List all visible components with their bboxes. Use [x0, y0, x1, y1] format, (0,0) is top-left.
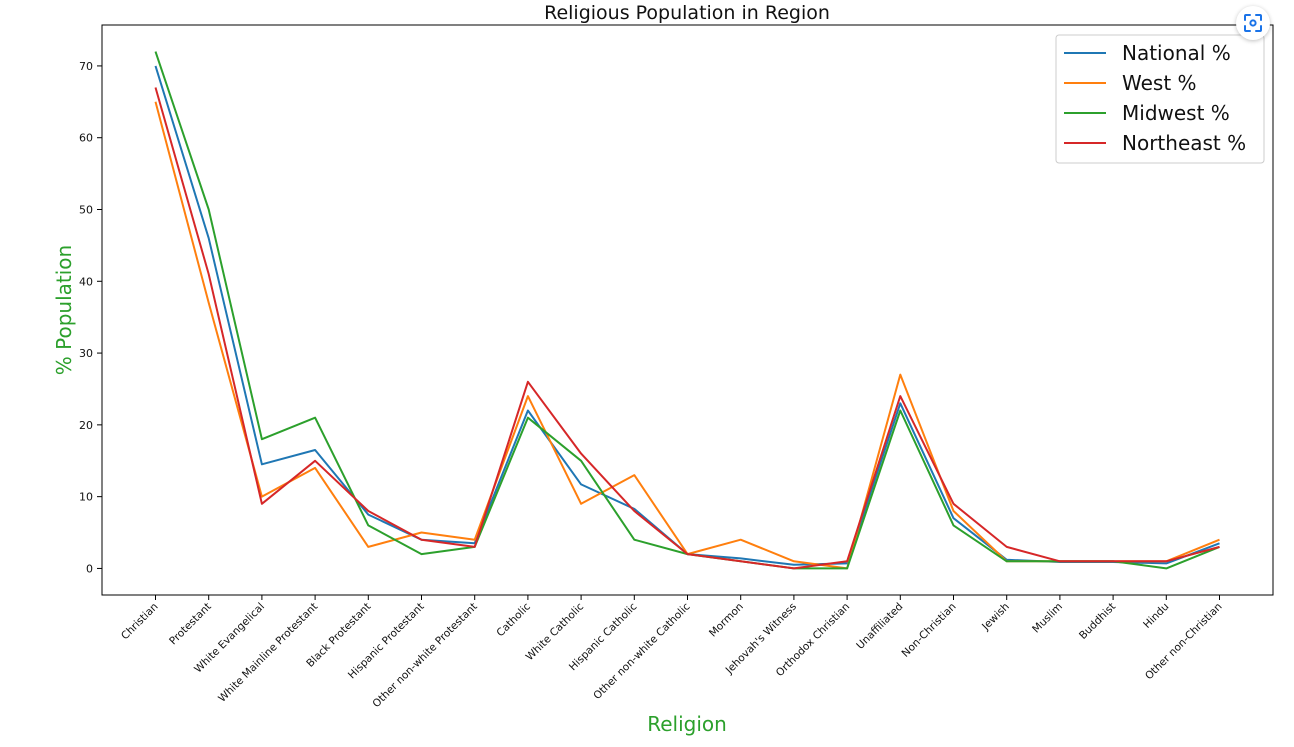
x-tick-label: Protestant: [167, 601, 214, 648]
x-axis-label: Religion: [647, 712, 727, 736]
y-tick-label: 60: [79, 132, 93, 145]
series-layer: [154, 51, 1220, 570]
y-tick-label: 0: [86, 562, 93, 575]
x-tick-label: Other non-white Catholic: [591, 600, 693, 702]
chart-title: Religious Population in Region: [544, 2, 830, 24]
scan-icon: [1244, 14, 1262, 32]
y-axis-label: % Population: [52, 245, 76, 375]
x-tick-label: Hindu: [1141, 601, 1171, 631]
legend: National % West % Midwest % Northeast %: [1055, 34, 1265, 164]
x-tick-label: Non-Christian: [900, 601, 959, 660]
y-tick-label: 10: [79, 491, 93, 504]
scan-button[interactable]: [1236, 6, 1270, 40]
y-tick-label: 30: [79, 347, 93, 360]
y-tick-label: 20: [79, 419, 93, 432]
legend-label: West %: [1122, 71, 1197, 95]
x-tick-label: White Mainline Protestant: [216, 601, 320, 705]
x-tick-label: Catholic: [494, 600, 533, 639]
x-tick-label: Other non-white Protestant: [370, 601, 479, 710]
legend-frame: [1055, 34, 1265, 164]
y-tick-label: 40: [79, 275, 93, 288]
x-tick-label: Muslim: [1030, 601, 1065, 636]
x-tick-label: Mormon: [707, 601, 746, 640]
y-tick-label: 70: [79, 60, 93, 73]
legend-label: National %: [1122, 41, 1231, 65]
series-line-northeast: [154, 87, 1220, 570]
legend-label: Midwest %: [1122, 101, 1230, 125]
x-tick-label: Buddhist: [1077, 601, 1118, 642]
x-tick-label: Jewish: [979, 601, 1012, 634]
y-tick-label: 50: [79, 203, 93, 216]
x-tick-label: Unaffiliated: [854, 601, 905, 652]
legend-label: Northeast %: [1122, 131, 1246, 155]
x-tick-label: Christian: [119, 601, 161, 643]
series-line-west: [154, 101, 1220, 570]
y-axis: 0 10 20 30 40 50 60 70: [79, 60, 102, 575]
